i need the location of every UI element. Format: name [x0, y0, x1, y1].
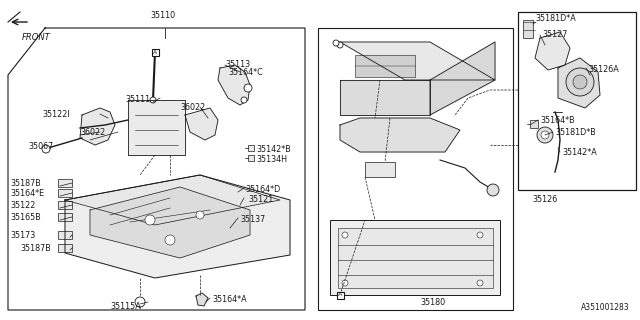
Polygon shape: [185, 108, 218, 140]
Bar: [337, 292, 344, 299]
Bar: [58, 213, 72, 221]
Text: 35137: 35137: [240, 215, 265, 224]
Bar: [330, 220, 500, 295]
Text: 35115A: 35115A: [110, 302, 141, 311]
Circle shape: [145, 215, 155, 225]
Circle shape: [342, 232, 348, 238]
Text: 35142*A: 35142*A: [562, 148, 596, 157]
Text: 35111: 35111: [125, 95, 150, 104]
Circle shape: [241, 97, 247, 103]
Text: 35164*E: 35164*E: [10, 189, 44, 198]
Polygon shape: [128, 100, 185, 155]
Text: 35164*B: 35164*B: [540, 116, 575, 125]
Polygon shape: [535, 32, 570, 70]
Circle shape: [42, 145, 50, 153]
Text: 35113: 35113: [225, 60, 250, 69]
Text: 35127: 35127: [542, 30, 568, 39]
Text: 35187B: 35187B: [10, 179, 41, 188]
Circle shape: [477, 232, 483, 238]
Bar: [58, 189, 72, 197]
Polygon shape: [430, 42, 495, 115]
Bar: [58, 231, 72, 239]
Polygon shape: [558, 58, 600, 108]
Text: 35164*A: 35164*A: [212, 295, 246, 304]
Polygon shape: [137, 302, 143, 308]
Circle shape: [487, 184, 499, 196]
Bar: [518, 12, 636, 190]
Polygon shape: [196, 293, 208, 306]
Circle shape: [333, 40, 339, 46]
Circle shape: [541, 131, 549, 139]
Text: 35164*C: 35164*C: [228, 68, 263, 77]
Circle shape: [135, 297, 145, 307]
Text: 35122I: 35122I: [42, 110, 70, 119]
Bar: [338, 228, 493, 288]
Polygon shape: [80, 108, 115, 145]
Text: 35187B: 35187B: [20, 244, 51, 253]
Circle shape: [196, 211, 204, 219]
Text: 35126: 35126: [532, 195, 557, 204]
Text: 35173: 35173: [10, 231, 35, 240]
Circle shape: [165, 235, 175, 245]
Text: 35067: 35067: [28, 142, 53, 151]
Bar: [58, 179, 72, 187]
Polygon shape: [340, 118, 460, 152]
Polygon shape: [65, 175, 280, 225]
Text: 35126A: 35126A: [588, 65, 619, 74]
Text: A: A: [153, 50, 157, 54]
Text: 35181D*B: 35181D*B: [555, 128, 596, 137]
Text: 35122: 35122: [10, 201, 35, 210]
Text: A351001283: A351001283: [581, 303, 630, 312]
Text: 35165B: 35165B: [10, 213, 41, 222]
Text: 36022: 36022: [80, 128, 105, 137]
Polygon shape: [340, 80, 430, 115]
Polygon shape: [218, 65, 250, 105]
Circle shape: [150, 97, 156, 103]
Bar: [58, 244, 72, 252]
Text: 35164*D: 35164*D: [245, 185, 280, 194]
Text: 35180: 35180: [420, 298, 445, 307]
Circle shape: [477, 280, 483, 286]
Circle shape: [573, 75, 587, 89]
Text: 35142*B: 35142*B: [256, 145, 291, 154]
Text: 35121: 35121: [248, 195, 273, 204]
Circle shape: [342, 280, 348, 286]
Circle shape: [566, 68, 594, 96]
Bar: [530, 120, 538, 128]
Circle shape: [244, 84, 252, 92]
Polygon shape: [340, 42, 495, 80]
Bar: [523, 20, 533, 38]
Text: 35134H: 35134H: [256, 155, 287, 164]
Polygon shape: [90, 187, 250, 258]
Circle shape: [337, 42, 343, 48]
Bar: [248, 145, 254, 151]
Text: 35110: 35110: [150, 11, 175, 20]
Bar: [152, 49, 159, 56]
Bar: [58, 201, 72, 209]
Text: 35181D*A: 35181D*A: [535, 14, 576, 23]
Bar: [355, 55, 415, 77]
Text: 36022: 36022: [180, 103, 205, 112]
Text: A: A: [338, 292, 342, 298]
Bar: [365, 162, 395, 177]
Bar: [248, 155, 254, 161]
Bar: [318, 28, 513, 310]
Circle shape: [537, 127, 553, 143]
Text: FRONT: FRONT: [22, 33, 51, 42]
Polygon shape: [65, 175, 290, 278]
